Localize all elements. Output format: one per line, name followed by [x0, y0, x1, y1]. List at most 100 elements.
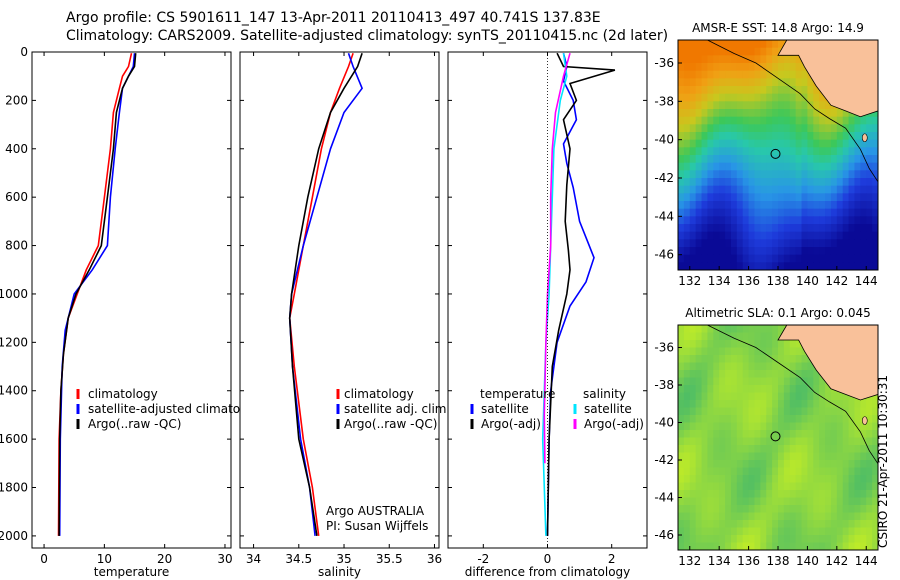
- field-cell: [713, 155, 720, 164]
- field-cell: [778, 132, 785, 141]
- field-cell: [778, 340, 785, 348]
- field-cell: [772, 132, 779, 141]
- field-cell: [719, 520, 726, 528]
- field-cell: [795, 147, 803, 156]
- field-cell: [725, 185, 732, 194]
- sla_map-ytick-label: -38: [654, 378, 674, 392]
- field-cell: [766, 512, 773, 521]
- field-cell: [730, 430, 738, 438]
- field-cell: [719, 70, 726, 79]
- field-cell: [754, 437, 761, 446]
- field-cell: [695, 162, 703, 171]
- field-cell: [736, 362, 744, 371]
- field-cell: [836, 512, 844, 521]
- field-cell: [772, 78, 779, 87]
- field-cell: [689, 340, 697, 348]
- field-cell: [842, 109, 850, 118]
- field-cell: [819, 208, 826, 217]
- field-cell: [760, 325, 767, 333]
- field-cell: [801, 78, 808, 87]
- field-cell: [783, 93, 791, 102]
- field-cell: [801, 208, 808, 217]
- field-cell: [836, 437, 844, 446]
- field-cell: [783, 467, 791, 476]
- field-cell: [860, 247, 867, 256]
- sst_map-ytick-label: -42: [654, 171, 674, 185]
- difference-xlabel: difference from climatology: [465, 565, 631, 579]
- field-cell: [725, 239, 732, 248]
- field-cell: [854, 208, 861, 217]
- field-cell: [742, 490, 750, 498]
- field-cell: [730, 178, 738, 187]
- field-cell: [748, 332, 755, 341]
- field-cell: [707, 262, 714, 271]
- field-cell: [736, 325, 744, 333]
- field-cell: [736, 201, 744, 210]
- field-cell: [854, 430, 861, 438]
- field-cell: [848, 178, 855, 187]
- field-cell: [707, 542, 714, 551]
- field-cell: [801, 422, 808, 431]
- field-cell: [701, 47, 708, 56]
- field-cell: [689, 377, 697, 386]
- field-cell: [754, 385, 761, 393]
- field-cell: [842, 535, 850, 543]
- field-cell: [807, 475, 814, 483]
- field-cell: [689, 185, 697, 194]
- field-cell: [842, 400, 850, 408]
- temperature-xlabel: temperature: [94, 565, 169, 579]
- field-cell: [719, 535, 726, 543]
- field-cell: [778, 201, 785, 210]
- field-cell: [742, 370, 750, 378]
- field-cell: [730, 527, 738, 536]
- field-cell: [772, 437, 779, 446]
- field-cell: [725, 193, 732, 202]
- field-cell: [795, 385, 803, 393]
- field-cell: [783, 239, 791, 248]
- field-cell: [778, 185, 785, 194]
- field-cell: [707, 155, 714, 164]
- field-cell: [713, 467, 720, 476]
- field-cell: [701, 490, 708, 498]
- field-cell: [748, 93, 755, 102]
- field-cell: [860, 224, 867, 233]
- field-cell: [825, 216, 832, 225]
- field-cell: [807, 116, 814, 125]
- field-cell: [783, 392, 791, 401]
- field-cell: [683, 490, 691, 498]
- field-cell: [701, 262, 708, 271]
- field-cell: [872, 147, 879, 156]
- field-cell: [719, 170, 726, 179]
- field-cell: [713, 370, 720, 378]
- field-cell: [730, 415, 738, 423]
- field-cell: [725, 254, 732, 263]
- temperature-xtick-label: 30: [217, 552, 232, 566]
- field-cell: [683, 254, 691, 263]
- field-cell: [695, 370, 703, 378]
- field-cell: [719, 178, 726, 187]
- salinity-xtick-label: 36: [427, 552, 442, 566]
- field-cell: [766, 527, 773, 536]
- field-cell: [725, 216, 732, 225]
- field-cell: [807, 542, 814, 551]
- field-cell: [866, 437, 873, 446]
- field-cell: [719, 422, 726, 431]
- field-cell: [825, 460, 832, 468]
- field-cell: [872, 201, 879, 210]
- field-cell: [748, 109, 755, 118]
- field-cell: [742, 520, 750, 528]
- field-cell: [778, 392, 785, 401]
- field-cell: [842, 505, 850, 513]
- field-cell: [807, 193, 814, 202]
- field-cell: [801, 355, 808, 363]
- field-cell: [778, 231, 785, 240]
- field-cell: [707, 377, 714, 386]
- field-cell: [789, 78, 797, 87]
- field-cell: [860, 460, 867, 468]
- field-cell: [813, 208, 820, 217]
- field-cell: [801, 535, 808, 543]
- field-cell: [713, 505, 720, 513]
- field-cell: [707, 467, 714, 476]
- field-cell: [725, 332, 732, 341]
- field-cell: [707, 392, 714, 401]
